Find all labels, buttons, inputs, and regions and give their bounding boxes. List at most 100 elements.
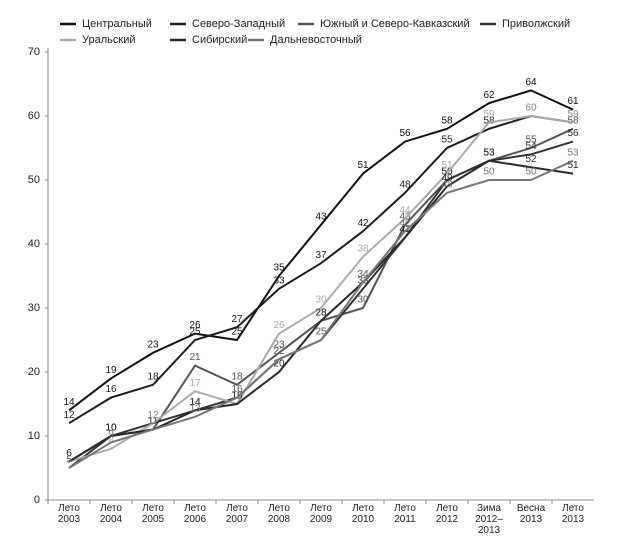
legend-label: Северо-Западный xyxy=(192,18,285,30)
data-label: 8 xyxy=(108,435,114,446)
data-label: 6 xyxy=(66,448,72,459)
data-label: 51 xyxy=(567,160,579,171)
y-tick-label: 60 xyxy=(28,110,40,122)
data-label: 25 xyxy=(189,327,201,338)
data-label: 34 xyxy=(357,269,369,280)
legend-label: Дальневосточный xyxy=(270,34,362,46)
y-tick-label: 40 xyxy=(28,238,40,250)
data-label: 28 xyxy=(315,307,327,318)
legend-label: Сибирский xyxy=(192,34,247,46)
legend-label: Приволжский xyxy=(502,18,570,30)
data-label: 16 xyxy=(231,384,243,395)
data-label: 14 xyxy=(189,397,201,408)
data-label: 55 xyxy=(525,135,537,146)
y-tick-label: 10 xyxy=(28,430,40,442)
data-label: 25 xyxy=(315,327,327,338)
data-label: 6 xyxy=(66,448,72,459)
x-tick-label: Лето 2008 xyxy=(267,503,291,525)
data-label: 53 xyxy=(483,147,495,158)
data-label: 10 xyxy=(105,423,117,434)
series-line xyxy=(68,159,574,469)
data-label: 26 xyxy=(273,320,285,331)
data-label: 23 xyxy=(273,339,285,350)
data-label: 59 xyxy=(567,109,579,120)
data-label: 64 xyxy=(525,77,537,88)
data-label: 42 xyxy=(399,218,411,229)
data-label: 10 xyxy=(105,423,117,434)
data-label: 50 xyxy=(483,167,495,178)
data-label: 11 xyxy=(148,416,159,427)
data-label: 51 xyxy=(357,160,369,171)
data-label: 50 xyxy=(525,167,537,178)
data-label: 12 xyxy=(63,410,75,421)
series-line xyxy=(68,114,574,463)
data-label: 35 xyxy=(273,263,285,274)
legend-label: Центральный xyxy=(82,18,152,30)
data-label: 25 xyxy=(315,327,327,338)
data-label: 53 xyxy=(483,147,495,158)
data-label: 27 xyxy=(231,314,243,325)
data-label: 38 xyxy=(357,243,369,254)
data-label: 21 xyxy=(189,352,201,363)
x-tick-label: Лето 2006 xyxy=(183,503,207,525)
y-tick-label: 50 xyxy=(28,174,40,186)
data-label: 5 xyxy=(66,455,72,466)
x-tick-label: Лето 2012 xyxy=(435,503,459,525)
data-label: 49 xyxy=(441,173,453,184)
data-label: 33 xyxy=(273,275,285,286)
x-tick-label: Лето 2013 xyxy=(561,503,585,525)
x-tick-label: Весна 2013 xyxy=(516,503,546,525)
data-label: 54 xyxy=(525,141,537,152)
data-label: 11 xyxy=(148,416,159,427)
y-tick-label: 70 xyxy=(28,46,40,58)
data-label: 48 xyxy=(399,179,411,190)
data-label: 16 xyxy=(231,384,243,395)
x-tick-label: Лето 2010 xyxy=(351,503,375,525)
x-tick-label: Лето 2007 xyxy=(225,503,249,525)
data-label: 59 xyxy=(567,109,579,120)
data-label: 17 xyxy=(189,378,201,389)
data-label: 48 xyxy=(441,179,453,190)
y-tick-label: 20 xyxy=(28,366,40,378)
data-label: 25 xyxy=(231,327,243,338)
data-label: 37 xyxy=(315,250,327,261)
data-label: 59 xyxy=(483,109,495,120)
data-label: 14 xyxy=(189,397,201,408)
series-line xyxy=(68,114,574,425)
x-tick-label: Лето 2005 xyxy=(141,503,165,525)
data-label: 53 xyxy=(567,147,579,158)
x-tick-label: Лето 2004 xyxy=(99,503,123,525)
y-tick-label: 0 xyxy=(34,494,40,506)
data-label: 30 xyxy=(357,295,369,306)
data-label: 30 xyxy=(315,295,327,306)
data-label: 56 xyxy=(399,128,411,139)
data-label: 20 xyxy=(273,359,285,370)
data-label: 6 xyxy=(66,448,72,459)
data-label: 11 xyxy=(148,416,159,427)
data-label: 52 xyxy=(525,154,537,165)
data-label: 44 xyxy=(399,205,411,216)
data-label: 23 xyxy=(147,339,159,350)
legend-label: Южный и Северо-Кавказский xyxy=(320,18,470,30)
x-tick-label: Зима 2012– 2013 xyxy=(475,503,503,536)
data-label: 51 xyxy=(441,160,453,171)
data-label: 58 xyxy=(483,115,495,126)
data-label: 12 xyxy=(147,410,159,421)
data-label: 42 xyxy=(357,218,369,229)
data-label: 60 xyxy=(525,103,537,114)
x-tick-label: Лето 2011 xyxy=(394,503,416,525)
data-label: 14 xyxy=(63,397,75,408)
data-label: 10 xyxy=(105,423,117,434)
data-label: 58 xyxy=(441,115,453,126)
data-label: 43 xyxy=(315,211,327,222)
data-label: 18 xyxy=(231,371,243,382)
data-label: 28 xyxy=(315,307,327,318)
y-tick-label: 30 xyxy=(28,302,40,314)
data-label: 22 xyxy=(273,346,285,357)
x-tick-label: Лето 2009 xyxy=(309,503,333,525)
data-label: 56 xyxy=(567,128,579,139)
data-label: 18 xyxy=(147,371,159,382)
data-label: 53 xyxy=(483,147,495,158)
data-label: 12 xyxy=(147,410,159,421)
